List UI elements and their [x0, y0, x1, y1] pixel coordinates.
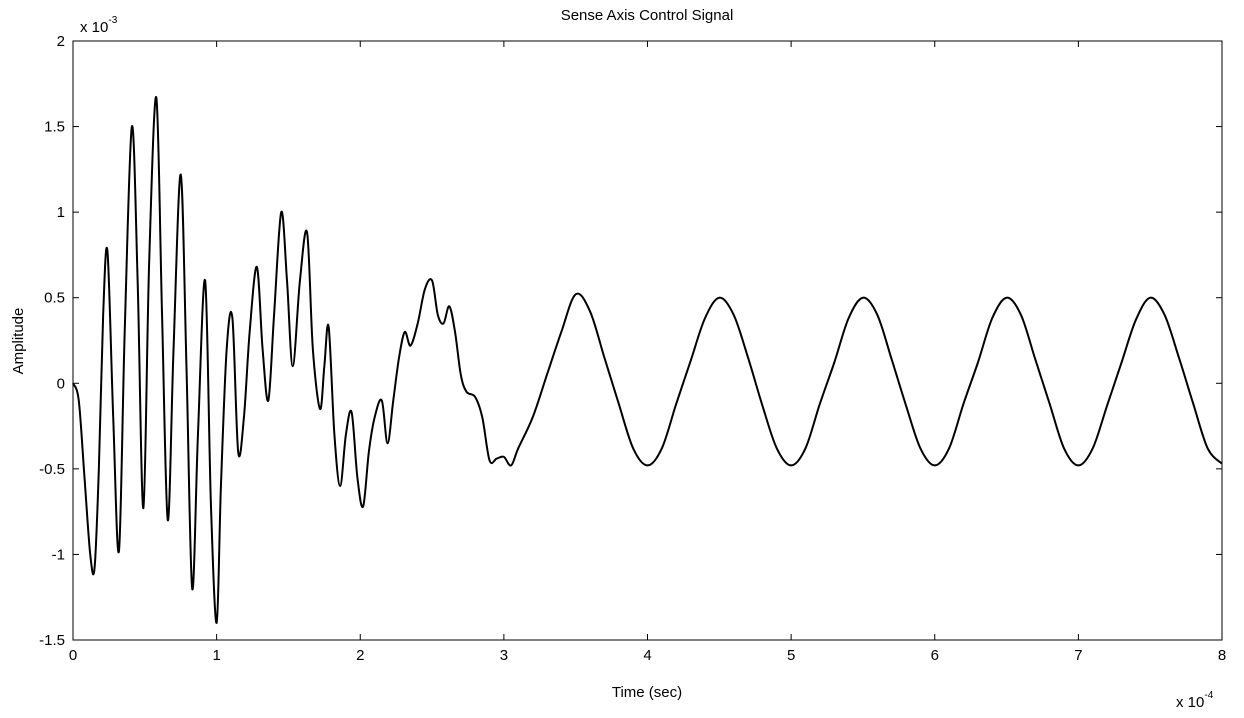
series [72, 96, 1223, 624]
y-tick-label: -1.5 [39, 632, 65, 649]
x-exponent-prefix: x 10 [1176, 694, 1204, 711]
y-exponent-prefix: x 10 [80, 19, 108, 36]
y-exponent-power: -3 [108, 15, 117, 26]
x-tick-label: 1 [212, 647, 220, 664]
y-ticks: -1.5 -1 -0.5 0 0.5 1 1.5 2 [39, 33, 1222, 649]
signal-line [72, 96, 1223, 624]
x-axis-label: Time (sec) [612, 684, 682, 701]
x-tick-label: 7 [1074, 647, 1082, 664]
x-tick-label: 5 [787, 647, 795, 664]
x-ticks: 0 1 2 3 4 5 6 7 8 [69, 41, 1226, 664]
y-tick-label: -0.5 [39, 461, 65, 478]
y-tick-label: 0.5 [44, 290, 65, 307]
x-tick-label: 2 [356, 647, 364, 664]
axes [72, 40, 1223, 641]
y-tick-label: 2 [57, 33, 65, 50]
chart-title: Sense Axis Control Signal [561, 7, 734, 24]
y-tick-label: 0 [57, 375, 65, 392]
y-tick-label: -1 [52, 546, 65, 563]
x-tick-label: 4 [643, 647, 651, 664]
x-tick-label: 0 [69, 647, 77, 664]
x-exponent-power: -4 [1204, 690, 1213, 701]
y-tick-label: 1.5 [44, 119, 65, 136]
x-tick-label: 8 [1218, 647, 1226, 664]
y-exponent-label: x 10-3 [80, 15, 118, 36]
x-tick-label: 3 [500, 647, 508, 664]
x-exponent-label: x 10-4 [1176, 690, 1214, 711]
y-tick-label: 1 [57, 204, 65, 221]
y-axis-label: Amplitude [10, 308, 27, 375]
plot-frame [72, 40, 1223, 641]
x-tick-label: 6 [931, 647, 939, 664]
